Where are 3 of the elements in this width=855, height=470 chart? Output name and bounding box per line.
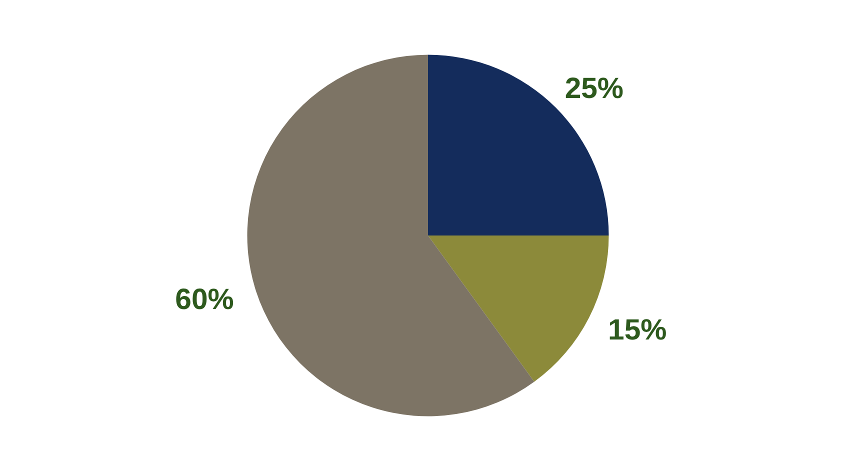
- data-label: 60%: [175, 283, 234, 316]
- data-label: 25%: [564, 72, 624, 106]
- data-label: 15%: [608, 313, 667, 346]
